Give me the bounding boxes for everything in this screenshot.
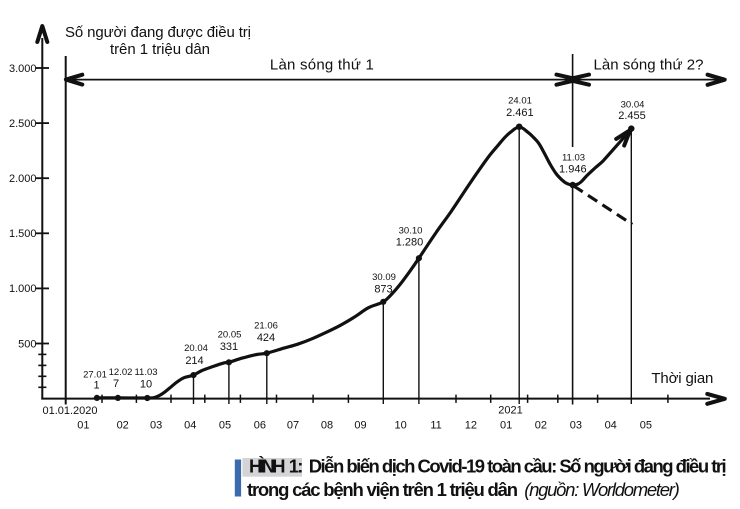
svg-text:08: 08 — [321, 420, 333, 432]
svg-text:2.455: 2.455 — [618, 110, 646, 122]
svg-text:1.280: 1.280 — [396, 237, 424, 249]
svg-text:20.04: 20.04 — [184, 343, 208, 354]
svg-text:1: 1 — [93, 380, 99, 392]
svg-text:10: 10 — [140, 379, 152, 391]
svg-text:331: 331 — [220, 341, 238, 353]
svg-text:30.04: 30.04 — [621, 100, 645, 111]
svg-text:2.000: 2.000 — [9, 173, 37, 185]
svg-text:11.03: 11.03 — [134, 367, 157, 378]
svg-text:27.01: 27.01 — [83, 370, 107, 381]
svg-text:09: 09 — [354, 420, 366, 432]
svg-text:424: 424 — [257, 332, 275, 344]
svg-text:01: 01 — [500, 420, 512, 432]
svg-text:01: 01 — [77, 420, 89, 432]
svg-text:1.946: 1.946 — [559, 164, 587, 176]
svg-text:10: 10 — [394, 420, 406, 432]
svg-text:trên 1 triệu dân: trên 1 triệu dân — [110, 41, 210, 58]
svg-text:21.06: 21.06 — [254, 321, 278, 332]
svg-text:1: 1 — [289, 456, 299, 477]
svg-text:trong các bệnh viện trên 1 tri: trong các bệnh viện trên 1 triệu dân — [247, 479, 518, 500]
svg-text:1.000: 1.000 — [9, 283, 37, 295]
svg-text:30.09: 30.09 — [372, 272, 396, 283]
svg-text:12: 12 — [465, 420, 477, 432]
svg-text:7: 7 — [113, 378, 119, 390]
svg-text:214: 214 — [185, 355, 203, 367]
svg-text:Diễn biến dịch Covid-19 toàn c: Diễn biến dịch Covid-19 toàn cầu: Số ngư… — [309, 456, 727, 477]
svg-text:20.05: 20.05 — [218, 330, 242, 341]
svg-text:2.461: 2.461 — [506, 107, 534, 119]
svg-text:04: 04 — [184, 420, 196, 432]
svg-text:04: 04 — [605, 420, 617, 432]
svg-text:2.500: 2.500 — [9, 118, 37, 130]
svg-text:05: 05 — [219, 420, 231, 432]
svg-text::: : — [297, 456, 303, 477]
svg-text:Làn sóng thứ 2?: Làn sóng thứ 2? — [594, 56, 704, 73]
svg-text:(nguồn: Worldometer): (nguồn: Worldometer) — [524, 479, 680, 500]
svg-text:11.03: 11.03 — [562, 153, 585, 164]
svg-text:Thời gian: Thời gian — [651, 370, 713, 387]
svg-text:05: 05 — [640, 420, 652, 432]
svg-text:2021: 2021 — [498, 405, 522, 417]
svg-text:30.10: 30.10 — [399, 226, 423, 237]
svg-text:1.500: 1.500 — [9, 228, 37, 240]
svg-text:01.01.2020: 01.01.2020 — [42, 405, 97, 417]
svg-text:500: 500 — [18, 339, 36, 351]
svg-text:HÌNH: HÌNH — [249, 456, 286, 477]
svg-text:11: 11 — [430, 420, 441, 432]
svg-text:12.02: 12.02 — [109, 367, 133, 378]
svg-text:02: 02 — [117, 420, 129, 432]
svg-text:873: 873 — [374, 284, 392, 296]
svg-text:Số người đang được điều trị: Số người đang được điều trị — [65, 24, 251, 41]
svg-text:Làn sóng thứ 1: Làn sóng thứ 1 — [270, 56, 374, 73]
svg-text:02: 02 — [535, 420, 547, 432]
svg-text:07: 07 — [287, 420, 299, 432]
svg-text:3.000: 3.000 — [9, 63, 37, 75]
svg-text:24.01: 24.01 — [508, 95, 532, 106]
svg-text:06: 06 — [254, 420, 266, 432]
svg-text:03: 03 — [570, 420, 582, 432]
svg-text:03: 03 — [150, 420, 162, 432]
